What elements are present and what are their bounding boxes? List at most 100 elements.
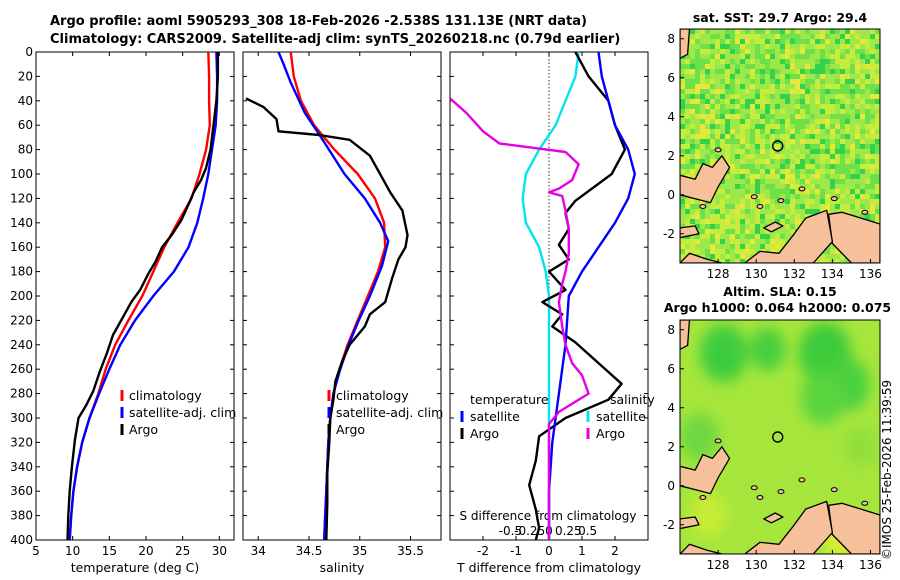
- sst-cell: [760, 94, 765, 99]
- sst-cell: [810, 44, 815, 49]
- sst-cell: [795, 34, 800, 39]
- sst-cell: [715, 219, 720, 224]
- sst-cell: [870, 64, 875, 69]
- sst-cell: [845, 164, 850, 169]
- sst-cell: [875, 104, 880, 109]
- sst-cell: [725, 84, 730, 89]
- sst-cell: [820, 194, 825, 199]
- sst-cell: [825, 194, 830, 199]
- land-mass: [680, 29, 691, 59]
- sst-cell: [725, 234, 730, 239]
- sst-cell: [685, 64, 690, 69]
- sst-cell: [875, 129, 880, 134]
- map-x-tick-label: 128: [707, 558, 730, 572]
- sst-cell: [805, 54, 810, 59]
- sst-cell: [805, 134, 810, 139]
- sst-cell: [795, 29, 800, 34]
- sst-cell: [760, 164, 765, 169]
- sst-cell: [725, 229, 730, 234]
- sst-cell: [760, 124, 765, 129]
- sst-cell: [875, 219, 880, 224]
- sst-cell: [845, 109, 850, 114]
- sst-cell: [690, 54, 695, 59]
- sst-cell: [865, 79, 870, 84]
- map-x-tick-label: 136: [859, 267, 882, 281]
- island: [750, 485, 758, 491]
- sst-cell: [725, 29, 730, 34]
- sst-cell: [770, 234, 775, 239]
- sst-cell: [750, 89, 755, 94]
- sst-cell: [780, 239, 785, 244]
- sst-cell: [785, 74, 790, 79]
- sst-cell: [685, 239, 690, 244]
- sst-cell: [775, 69, 780, 74]
- sst-cell: [700, 99, 705, 104]
- sst-cell: [820, 259, 825, 263]
- sst-cell: [800, 84, 805, 89]
- sst-cell: [765, 54, 770, 59]
- map-y-tick-label: -2: [663, 227, 675, 241]
- sst-cell: [750, 49, 755, 54]
- sst-cell: [760, 244, 765, 249]
- sst-cell: [695, 109, 700, 114]
- sst-cell: [860, 124, 865, 129]
- sst-cell: [695, 99, 700, 104]
- sst-cell: [720, 144, 725, 149]
- sst-cell: [785, 164, 790, 169]
- sst-cell: [685, 104, 690, 109]
- sst-cell: [680, 219, 685, 224]
- island: [699, 203, 707, 209]
- sst-cell: [705, 29, 710, 34]
- sst-cell: [700, 229, 705, 234]
- sst-cell: [725, 239, 730, 244]
- sst-cell: [730, 74, 735, 79]
- sst-cell: [875, 34, 880, 39]
- sst-cell: [845, 79, 850, 84]
- sst-cell: [795, 204, 800, 209]
- sst-cell: [680, 249, 685, 254]
- sst-cell: [705, 249, 710, 254]
- sst-cell: [730, 209, 735, 214]
- sst-cell: [740, 144, 745, 149]
- sst-cell: [720, 114, 725, 119]
- sst-cell: [865, 189, 870, 194]
- sst-cell: [715, 29, 720, 34]
- sst-cell: [730, 94, 735, 99]
- sst-cell: [755, 34, 760, 39]
- x-axis-label: T difference from climatology: [456, 560, 642, 575]
- sst-cell: [765, 44, 770, 49]
- sst-cell: [785, 144, 790, 149]
- sst-cell: [825, 164, 830, 169]
- sla-map-frame: [679, 319, 881, 555]
- sst-cell: [790, 229, 795, 234]
- sst-cell: [795, 174, 800, 179]
- sst-cell: [795, 49, 800, 54]
- sst-cell: [825, 124, 830, 129]
- sst-cell: [715, 129, 720, 134]
- sst-cell: [770, 219, 775, 224]
- sst-cell: [810, 199, 815, 204]
- sst-cell: [760, 34, 765, 39]
- sst-cell: [865, 59, 870, 64]
- sst-cell: [875, 149, 880, 154]
- sst-cell: [785, 169, 790, 174]
- sst-cell: [860, 129, 865, 134]
- sst-cell: [795, 114, 800, 119]
- sst-cell: [680, 149, 685, 154]
- sst-cell: [750, 249, 755, 254]
- sst-cell: [850, 104, 855, 109]
- sst-cell: [775, 249, 780, 254]
- sst-cell: [725, 254, 730, 259]
- sst-cell: [755, 39, 760, 44]
- sst-cell: [695, 244, 700, 249]
- sst-cell: [685, 204, 690, 209]
- sst-cell: [715, 244, 720, 249]
- sst-cell: [820, 159, 825, 164]
- sst-cell: [835, 254, 840, 259]
- sst-cell: [750, 29, 755, 34]
- sst-cell: [700, 74, 705, 79]
- sst-cell: [850, 99, 855, 104]
- sst-cell: [820, 89, 825, 94]
- island: [777, 198, 785, 204]
- sst-cell: [850, 59, 855, 64]
